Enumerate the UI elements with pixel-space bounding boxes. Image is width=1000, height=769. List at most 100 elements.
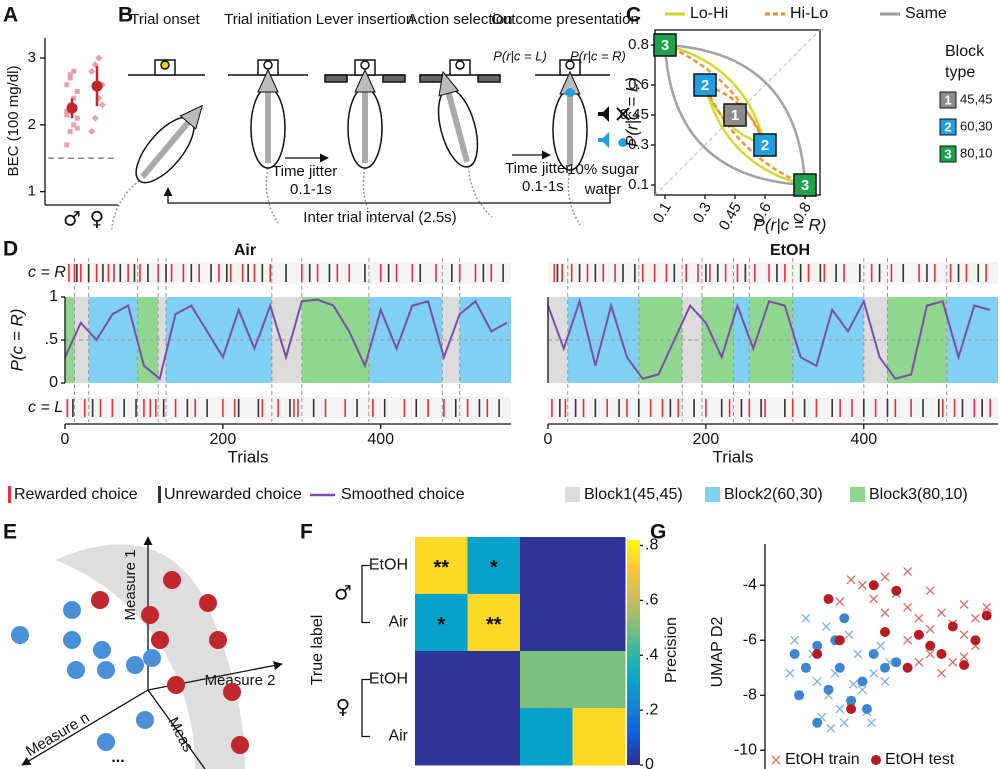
block-box-label: 1 — [731, 107, 739, 124]
data-point — [880, 572, 890, 582]
raster-background — [548, 262, 998, 284]
data-point — [868, 580, 879, 591]
y-axis-label: P(c = R) — [7, 309, 26, 372]
data-point — [903, 567, 913, 576]
data-point — [801, 613, 811, 623]
data-point — [913, 629, 924, 640]
blue-dot — [63, 601, 81, 619]
y-tick-label: 1 — [28, 183, 36, 200]
y-tick-label: 0.8 — [628, 36, 649, 53]
data-point — [74, 125, 80, 131]
red-dot — [231, 736, 249, 754]
x-tick-label: ♂ — [63, 207, 81, 231]
data-point — [869, 668, 879, 678]
legend-label: EtOH test — [885, 751, 955, 768]
step-label: Trial onset — [130, 11, 200, 28]
legend-label: 80,10 — [960, 145, 993, 160]
data-point — [88, 127, 96, 136]
data-point — [876, 641, 885, 651]
data-point — [925, 624, 935, 634]
row-label: Air — [388, 728, 408, 745]
legend-box-label: 1 — [944, 92, 951, 107]
data-point — [970, 635, 981, 646]
data-point — [794, 690, 805, 701]
data-point — [785, 668, 795, 678]
data-point — [71, 122, 77, 128]
data-point — [834, 662, 845, 673]
y-tick-label: .5 — [45, 331, 58, 348]
data-point — [959, 660, 970, 670]
water-drop — [618, 138, 628, 147]
x-axis-label: Trials — [713, 447, 754, 466]
data-point — [800, 662, 811, 673]
diagonal — [654, 29, 821, 196]
data-point — [891, 585, 902, 596]
iti-arrow — [163, 185, 611, 204]
cross — [616, 107, 630, 121]
x-tick-label: 0 — [61, 431, 70, 448]
colorbar-tick-label: .6 — [645, 592, 658, 609]
colorbar-tick-label: .2 — [645, 701, 658, 718]
heatmap-cell — [467, 594, 521, 652]
group-bracket — [361, 678, 370, 738]
data-point — [91, 114, 99, 122]
data-point — [959, 652, 969, 662]
raster-background — [548, 397, 998, 419]
smoothed-choice-line — [547, 297, 991, 380]
group-label: ♀ — [336, 695, 351, 719]
data-point — [846, 575, 856, 585]
data-point — [948, 657, 958, 667]
panel-label: B — [118, 4, 133, 27]
block-box-label: 3 — [801, 177, 809, 194]
data-point — [835, 597, 845, 607]
data-point — [789, 649, 800, 659]
colorbar — [627, 540, 640, 765]
data-point — [937, 668, 946, 678]
legend-box — [939, 91, 957, 109]
row-label: Air — [388, 614, 408, 631]
data-point — [846, 704, 857, 714]
block-box — [653, 33, 677, 57]
blue-dot — [97, 661, 115, 679]
red-dot — [223, 683, 241, 701]
y-tick-label: 3 — [28, 49, 36, 66]
data-point — [981, 610, 992, 621]
panel-label: E — [3, 521, 17, 544]
red-dot — [151, 631, 169, 649]
heatmap-cell — [520, 651, 573, 709]
panel-label: C — [626, 4, 641, 27]
data-point — [823, 684, 834, 695]
x-tick-label: 400 — [367, 431, 394, 448]
x-axis-label: Trials — [228, 447, 269, 466]
raster-label: c = L — [28, 399, 63, 416]
x-tick-label: 0.1 — [650, 199, 675, 226]
y-axis-label: BEC (100 mg/dl) — [5, 66, 22, 177]
legend-background — [768, 750, 866, 769]
block-box — [723, 103, 747, 127]
outcome-label: P(r|c = L) — [493, 48, 547, 63]
data-point — [64, 82, 70, 88]
cell-annotation: ** — [433, 557, 449, 579]
colorbar-tick-label: 0 — [645, 756, 654, 769]
legend-marker — [850, 487, 865, 502]
data-point — [821, 622, 831, 631]
blue-dot — [126, 656, 144, 674]
plot-frame — [654, 29, 821, 196]
legend-box — [939, 118, 957, 136]
data-point — [64, 108, 70, 114]
heatmap-cell — [467, 537, 521, 595]
colorbar-tick-label: .4 — [645, 646, 658, 663]
data-point — [891, 657, 902, 668]
data-point — [67, 75, 73, 81]
data-point — [846, 695, 857, 706]
legend-title: type — [945, 64, 975, 81]
data-point — [869, 594, 879, 604]
red-dot — [199, 594, 217, 612]
mean-marker — [91, 80, 103, 92]
legend-label: 45,45 — [960, 91, 993, 106]
red-dot — [91, 591, 109, 609]
cell-annotation: * — [490, 557, 498, 579]
x-tick-label: 0.45 — [716, 199, 745, 233]
